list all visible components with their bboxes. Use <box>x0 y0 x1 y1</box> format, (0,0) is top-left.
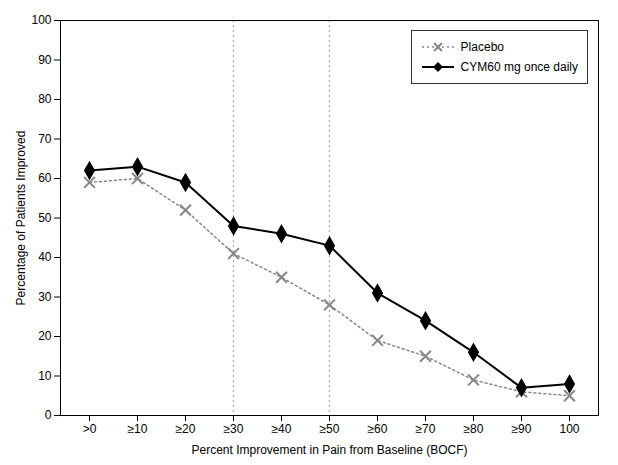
svg-text:≥20: ≥20 <box>176 422 196 436</box>
svg-text:100: 100 <box>31 13 51 27</box>
svg-text:≥30: ≥30 <box>224 422 244 436</box>
svg-text:≥90: ≥90 <box>512 422 532 436</box>
svg-text:≥50: ≥50 <box>320 422 340 436</box>
html-text:Placebo: Placebo <box>460 40 504 54</box>
svg-text:>0: >0 <box>83 422 97 436</box>
svg-text:≥10: ≥10 <box>128 422 148 436</box>
svg-text:10: 10 <box>38 369 52 383</box>
svg-text:50: 50 <box>38 211 52 225</box>
svg-text:80: 80 <box>38 92 52 106</box>
svg-text:40: 40 <box>38 250 52 264</box>
svg-text:≥70: ≥70 <box>416 422 436 436</box>
svg-text:≥40: ≥40 <box>272 422 292 436</box>
svg-text:Percentage of Patients Improve: Percentage of Patients Improved <box>14 131 28 306</box>
svg-text:90: 90 <box>38 53 52 67</box>
svg-text:≥60: ≥60 <box>368 422 388 436</box>
svg-text:0: 0 <box>45 408 52 422</box>
svg-text:60: 60 <box>38 171 52 185</box>
svg-text:70: 70 <box>38 132 52 146</box>
html-text:CYM60 mg once daily: CYM60 mg once daily <box>460 60 578 74</box>
svg-text:100: 100 <box>559 422 579 436</box>
svg-text:30: 30 <box>38 290 52 304</box>
svg-text:≥80: ≥80 <box>464 422 484 436</box>
svg-text:20: 20 <box>38 329 52 343</box>
svg-text:Percent Improvement in Pain fr: Percent Improvement in Pain from Baselin… <box>191 443 467 457</box>
